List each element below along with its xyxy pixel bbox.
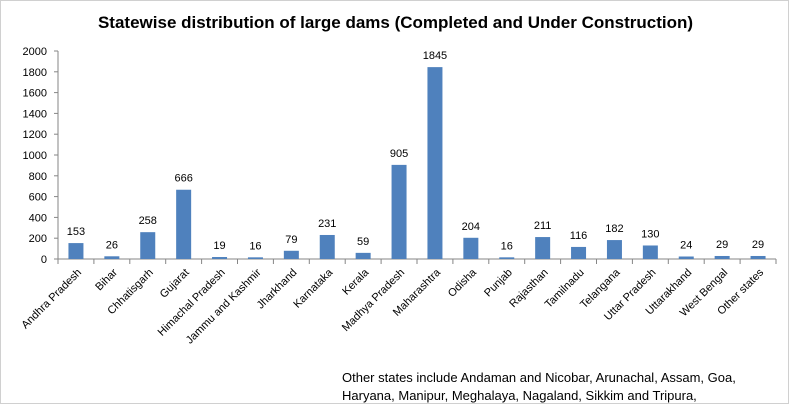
category-label: Himachal Pradesh: [156, 267, 228, 339]
y-tick-label: 1000: [23, 150, 47, 162]
data-label: 116: [570, 230, 588, 242]
data-label: 29: [716, 239, 728, 251]
bar: [104, 256, 120, 259]
data-label: 182: [605, 223, 623, 235]
bar: [678, 256, 694, 259]
bar: [68, 243, 84, 259]
data-label: 905: [390, 148, 408, 160]
bar: [606, 240, 622, 259]
data-label: 79: [285, 234, 297, 246]
bar: [391, 164, 407, 259]
data-labels: 153 26 258 666 19 16 79 231 59 905 1845 204 16 211 116…: [67, 50, 764, 252]
bar: [714, 255, 730, 259]
bar: [642, 245, 658, 259]
y-tick-label: 2000: [23, 46, 47, 58]
bar: [283, 250, 299, 259]
bar: [750, 255, 766, 259]
data-label: 16: [501, 240, 513, 252]
y-tick-label: 800: [29, 171, 47, 183]
y-tick-label: 200: [29, 233, 47, 245]
category-label: Bihar: [93, 266, 120, 293]
data-label: 24: [680, 240, 692, 252]
y-tick-label: 0: [41, 254, 47, 266]
category-label: Odisha: [446, 266, 480, 300]
data-label: 26: [106, 239, 118, 251]
y-tick-label: 1600: [23, 88, 47, 100]
data-label: 231: [318, 218, 336, 230]
y-tick-label: 600: [29, 192, 47, 204]
y-tick-label: 400: [29, 212, 47, 224]
y-axis: 0 200 400 600 800 1000 1200 1400 1600 1800 2000: [23, 46, 59, 266]
bar: [319, 234, 335, 259]
y-tick-label: 1800: [23, 67, 47, 79]
x-axis: [57, 258, 777, 264]
data-label: 211: [534, 220, 552, 232]
category-label: Andhra Pradesh: [19, 267, 84, 332]
bar: [140, 232, 156, 259]
footnote: Other states include Andaman and Nicobar…: [342, 369, 782, 405]
bars: [68, 67, 766, 260]
bar: [571, 246, 587, 259]
category-label: Gujarat: [158, 267, 192, 301]
data-label: 204: [462, 221, 480, 233]
bar: [176, 189, 192, 259]
footnote-line-1: Other states include Andaman and Nicobar…: [342, 370, 736, 385]
data-label: 59: [357, 236, 369, 248]
y-tick-label: 1200: [23, 129, 47, 141]
bar: [427, 67, 443, 260]
footnote-line-2: Haryana, Manipur, Meghalaya, Nagaland, S…: [342, 388, 697, 403]
bar: [212, 257, 228, 259]
category-label: Karnataka: [291, 266, 336, 311]
bar: [247, 257, 263, 259]
bar: [355, 252, 371, 259]
category-label: Madhya Pradesh: [340, 267, 407, 334]
bar: [535, 237, 551, 259]
bar: [499, 257, 515, 259]
data-label: 258: [139, 215, 157, 227]
data-label: 29: [752, 239, 764, 251]
data-label: 666: [174, 173, 192, 185]
y-tick-label: 1400: [23, 108, 47, 120]
data-label: 1845: [423, 50, 447, 62]
category-label: Punjab: [482, 267, 515, 300]
data-label: 130: [641, 228, 659, 240]
chart-title: Statewise distribution of large dams (Co…: [97, 13, 694, 32]
category-label: Kerala: [340, 266, 372, 298]
data-label: 153: [67, 226, 85, 238]
data-label: 16: [249, 240, 261, 252]
data-label: 19: [213, 240, 225, 252]
bar: [463, 237, 479, 259]
